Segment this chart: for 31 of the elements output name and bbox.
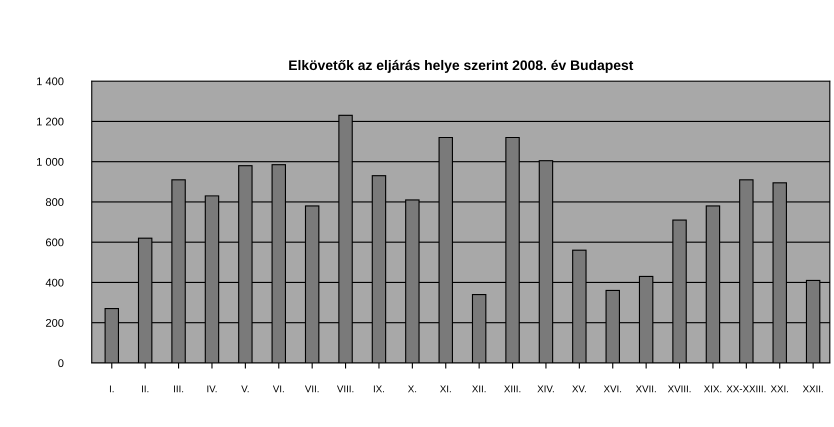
x-tick-label: X. <box>408 386 416 392</box>
x-tick-label: XX-XXIII. <box>726 386 766 392</box>
x-tick-label: XIX. <box>704 386 722 392</box>
x-tick-label: IX. <box>374 386 384 392</box>
y-tick-label: 1 000 <box>37 158 64 166</box>
x-tick-label: XXII. <box>802 386 823 392</box>
x-tick-label: XI. <box>440 386 451 392</box>
x-tick-label: XV. <box>572 386 586 392</box>
x-tick-label: VII. <box>304 386 319 392</box>
x-tick-label: XVII. <box>636 386 656 392</box>
x-tick-label: XVI. <box>604 386 622 392</box>
y-tick-label: 800 <box>46 198 64 206</box>
x-tick-label: II. <box>142 386 148 392</box>
x-tick-label: XII. <box>472 386 486 392</box>
x-tick-label: VIII. <box>336 386 354 392</box>
y-tick-label: 400 <box>46 278 64 287</box>
y-tick-label: 1 400 <box>37 77 64 86</box>
y-tick-label: 0 <box>58 359 64 368</box>
x-tick-label: VI. <box>272 386 284 392</box>
x-tick-label: IV. <box>207 386 217 392</box>
x-tick-label: XIII. <box>504 386 520 392</box>
y-tick-label: 200 <box>46 318 64 327</box>
x-tick-label: XXI. <box>770 386 788 392</box>
x-tick-label: III. <box>174 386 184 392</box>
x-tick-label: V. <box>241 386 249 392</box>
x-tick-label: I. <box>110 386 114 392</box>
chart-title: Elkövetők az eljárás helye szerint 2008. év Budapest <box>289 60 634 73</box>
x-tick-label: XIV. <box>537 386 554 392</box>
y-tick-label: 1 200 <box>37 118 64 126</box>
y-tick-label: 600 <box>46 238 64 246</box>
x-tick-label: XVIII. <box>668 386 691 392</box>
